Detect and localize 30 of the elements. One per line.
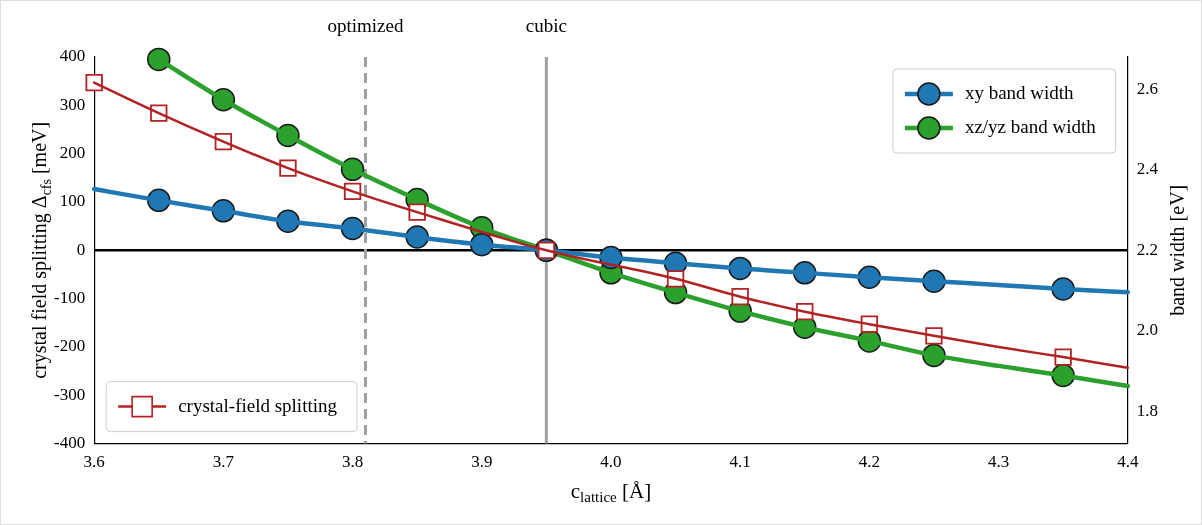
x-tick-label: 3.8 [341,452,364,472]
y-tick-label: -200 [53,336,86,356]
x-tick-label: 3.9 [471,452,493,472]
y-tick-label: -300 [53,384,86,404]
y-tick-label: 0 [76,239,86,259]
legend-label: crystal-field splitting [178,394,338,416]
y-tick-label: 200 [59,143,86,163]
y2-tick-label: 2.2 [1136,239,1158,259]
x-tick-label: 4.3 [987,452,1010,472]
ref-line-label: cubic [525,14,567,36]
y2-tick-label: 2.0 [1136,320,1158,340]
y-tick-label: 100 [59,191,86,211]
y-tick-label: 400 [59,46,86,66]
x-tick-label: 4.2 [858,452,880,472]
y2-tick-label: 2.6 [1136,78,1158,98]
legend-label: xz/yz band width [964,115,1097,137]
x-tick-label: 3.6 [83,452,105,472]
legend-label: xy band width [964,81,1075,103]
x-tick-label: 4.1 [729,452,751,472]
y-tick-label: 300 [59,94,86,114]
y-axis-title: crystal field splitting Δcfs [meV] [28,121,54,379]
y-tick-label: -400 [53,433,86,453]
x-tick-label: 4.0 [600,452,622,472]
y2-axis-title: band width [eV] [1166,184,1189,316]
x-tick-label: 4.4 [1117,452,1139,472]
ref-line-label: optimized [327,14,404,36]
y-tick-label: -100 [53,288,86,308]
y2-tick-label: 2.4 [1136,159,1159,179]
x-tick-label: 3.7 [212,452,235,472]
y2-tick-label: 1.8 [1136,400,1158,420]
